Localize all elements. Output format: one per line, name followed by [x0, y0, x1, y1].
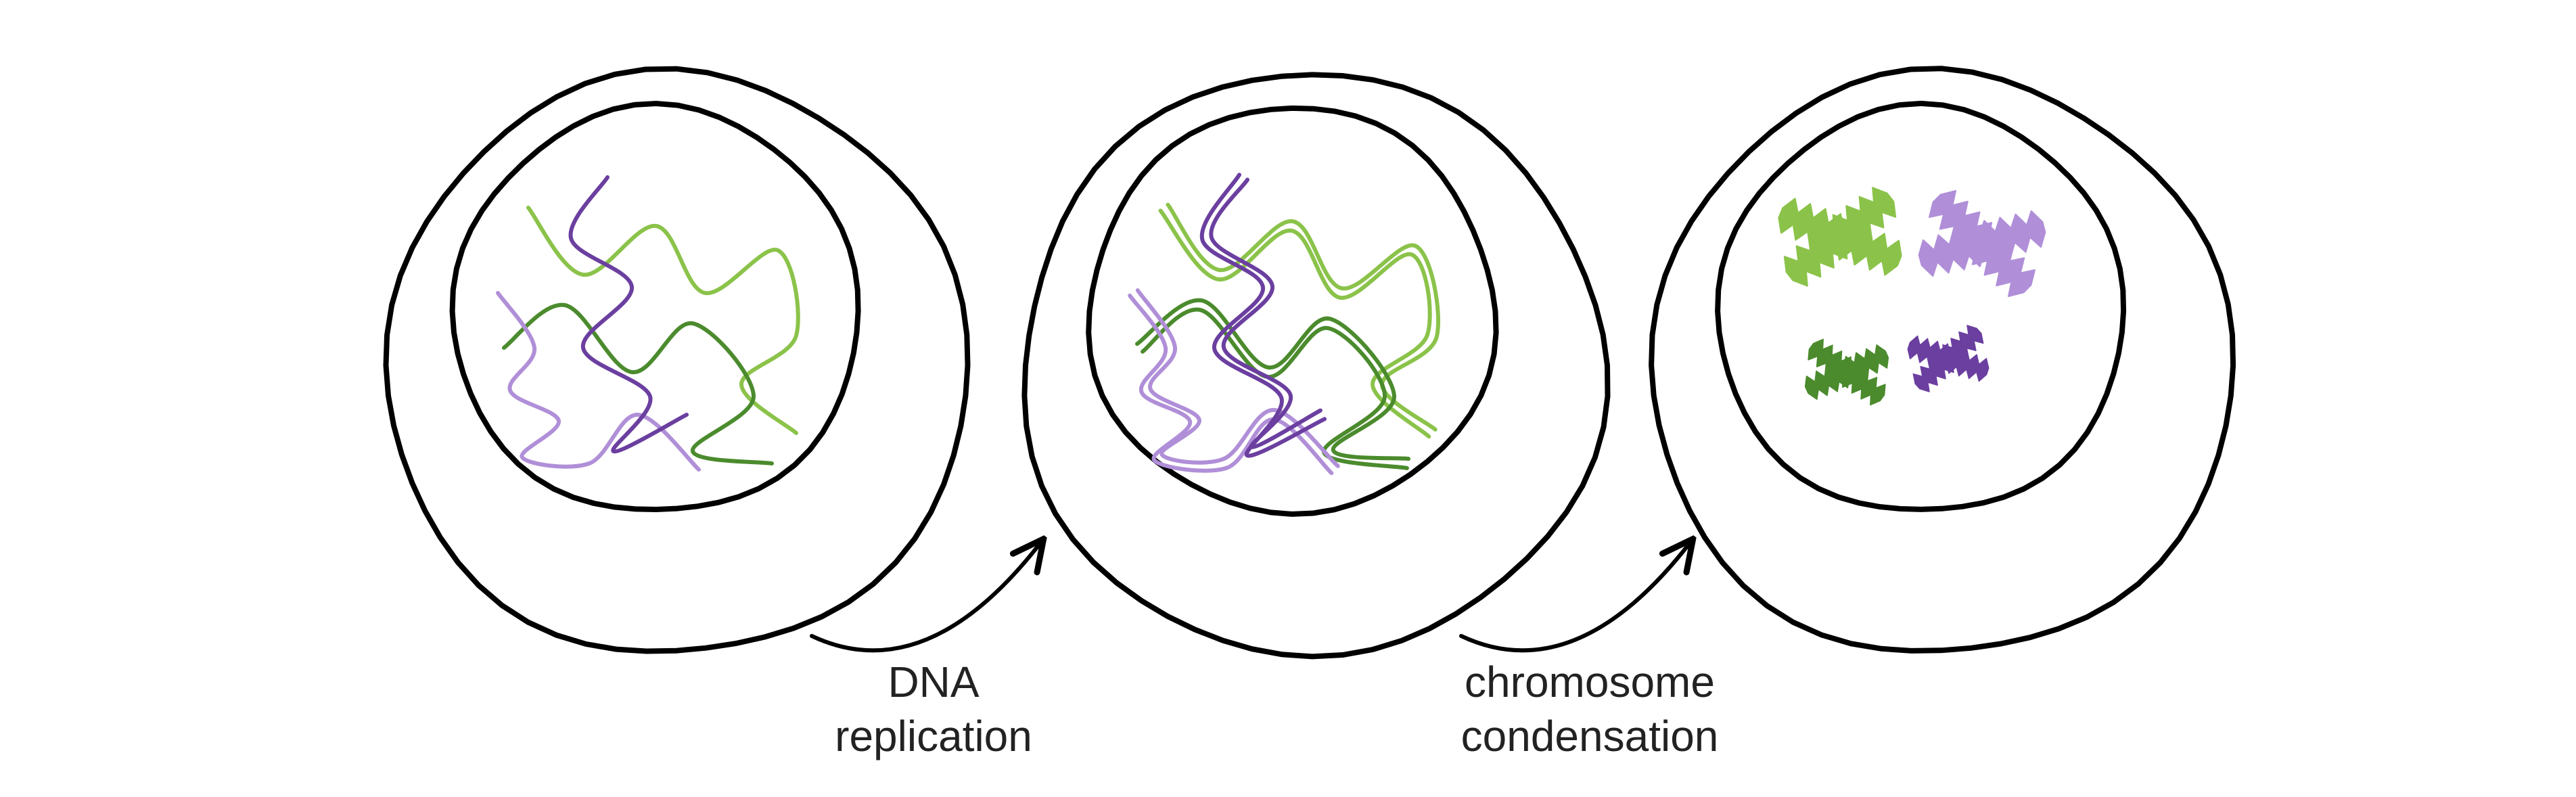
label-chromosome-condensation-line2: condensation	[1461, 712, 1719, 760]
diagram-svg: DNA replication chromosome condensation	[0, 0, 2576, 797]
label-chromosome-condensation-line1: chromosome	[1465, 658, 1715, 706]
label-dna-replication: DNA replication	[835, 658, 1032, 760]
cell-before-replication	[386, 69, 968, 652]
label-dna-replication-line2: replication	[835, 712, 1032, 760]
chrom-purple-light-big	[1914, 186, 2049, 301]
strand-purple_light	[498, 293, 699, 470]
cell-membrane	[386, 69, 968, 652]
strand-green_light	[528, 208, 798, 433]
arrow-chromosome-condensation	[1461, 541, 1691, 650]
chrom-purple-dark-small	[1906, 323, 1991, 394]
chromatin-replicated	[1130, 175, 1438, 473]
chromatin	[498, 177, 798, 470]
strand-purple_dark-copy2	[1211, 180, 1320, 447]
strand-purple_dark	[571, 177, 687, 451]
cell-after-replication	[1024, 74, 1607, 656]
strand-green_light-copy1	[1161, 210, 1430, 436]
chrom-green-dark-small	[1804, 338, 1889, 406]
nucleus	[1718, 104, 2123, 509]
label-dna-replication-line1: DNA	[888, 658, 979, 706]
cell-membrane	[1024, 74, 1607, 656]
arrow-dna-replication	[812, 541, 1042, 650]
condensed-chromosomes	[1776, 185, 2050, 406]
nucleus	[1088, 108, 1496, 514]
chrom-green-light-big	[1776, 185, 1904, 288]
label-chromosome-condensation: chromosome condensation	[1461, 658, 1719, 760]
